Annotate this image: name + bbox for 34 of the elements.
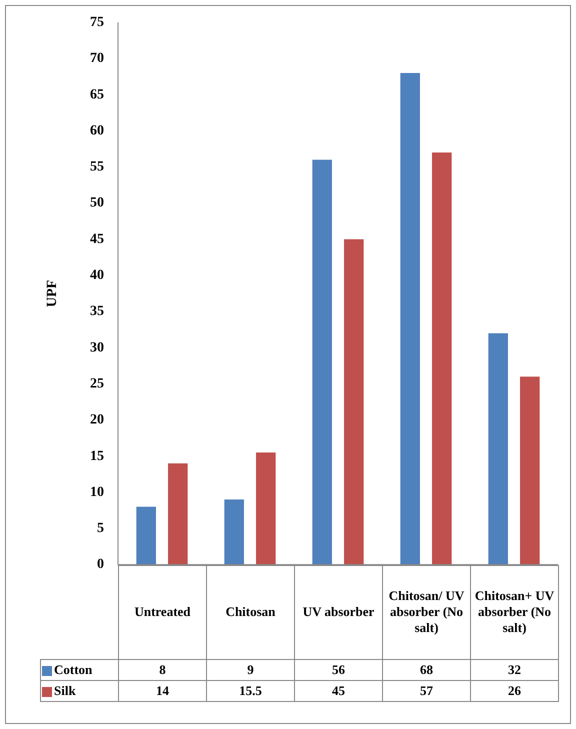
data-label: 14 [118, 680, 206, 702]
data-label: 57 [382, 680, 470, 702]
data-label: 45 [294, 680, 382, 702]
y-tick-label: 10 [90, 484, 104, 500]
y-tick-label: 0 [97, 557, 104, 572]
x-tick-label: UV absorber [294, 565, 382, 660]
y-tick-label: 45 [90, 232, 104, 247]
y-tick-label: 50 [90, 196, 104, 211]
x-tick-label: Chitosan [206, 565, 294, 660]
y-tick-label: 55 [90, 160, 104, 175]
legend-label: Cotton [40, 660, 118, 681]
y-tick-label: 20 [90, 412, 104, 428]
y-tick-label: 15 [90, 448, 104, 464]
data-label: 9 [206, 660, 294, 681]
data-label: 8 [118, 660, 206, 681]
data-label: 32 [470, 660, 558, 681]
y-tick-label: 30 [90, 340, 104, 356]
y-tick-label: 5 [97, 521, 104, 536]
x-tick-label: Chitosan+ UV absorber (No salt) [470, 565, 558, 660]
y-tick-label: 75 [90, 15, 104, 30]
y-tick-label: 40 [90, 268, 104, 284]
data-label: 15.5 [206, 680, 294, 702]
x-tick-label: Untreated [118, 565, 206, 660]
data-label: 26 [470, 680, 558, 702]
legend-label: Silk [40, 680, 118, 702]
x-tick-label: Chitosan/ UV absorber (No salt) [382, 565, 470, 660]
y-tick-label: 70 [90, 51, 104, 66]
y-tick-label: 60 [90, 123, 104, 138]
data-label: 56 [294, 660, 382, 681]
y-tick-label: 35 [90, 304, 104, 320]
y-tick-label: 65 [90, 87, 104, 102]
y-tick-label: 25 [90, 376, 104, 392]
y-axis-title: UPF [45, 280, 60, 308]
data-label: 68 [382, 660, 470, 681]
